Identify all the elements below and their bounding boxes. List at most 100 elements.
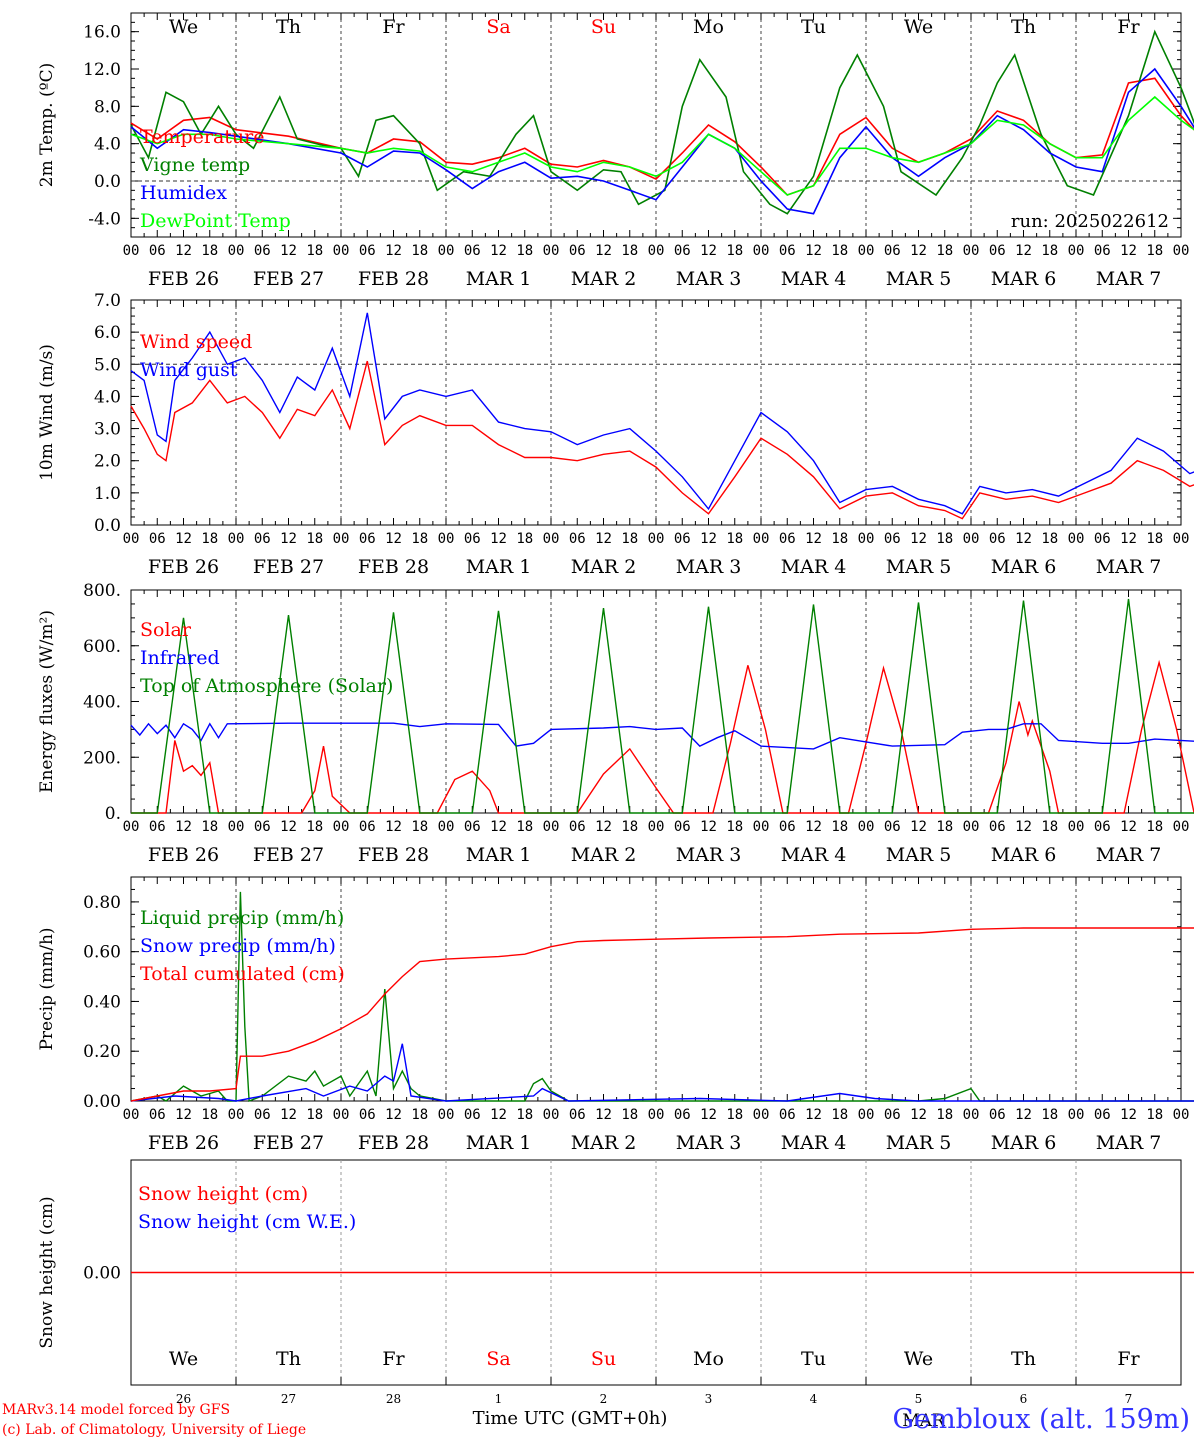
- hour-tick-label: 12: [700, 1107, 717, 1123]
- hour-tick-label: 06: [779, 819, 796, 835]
- series-line-1: [130, 891, 1194, 1102]
- day-of-week-label: Fr: [1117, 16, 1140, 38]
- hour-tick-label: 00: [228, 531, 245, 547]
- run-label: run: 2025022612: [1011, 211, 1169, 232]
- y-tick-label: 0.20: [83, 1042, 121, 1062]
- hour-tick-label: 00: [858, 531, 875, 547]
- hour-tick-label: 00: [1068, 531, 1085, 547]
- date-label: FEB 28: [358, 844, 429, 866]
- y-axis-title: 10m Wind (m/s): [37, 344, 57, 481]
- hour-tick-label: 18: [936, 819, 953, 835]
- date-label: MAR 1: [466, 1132, 532, 1154]
- y-tick-label: 0.40: [83, 992, 121, 1012]
- date-label: FEB 28: [358, 268, 429, 290]
- hour-tick-label: 18: [516, 819, 533, 835]
- hour-tick-label: 12: [1015, 819, 1032, 835]
- hour-tick-label: 06: [779, 531, 796, 547]
- hour-tick-label: 18: [306, 531, 323, 547]
- hour-tick-label: 06: [359, 1107, 376, 1123]
- day-number-label: 27: [281, 1392, 296, 1406]
- hour-tick-label: 18: [1041, 1107, 1058, 1123]
- hour-tick-label: 00: [123, 819, 140, 835]
- hour-tick-label: 12: [1120, 1107, 1137, 1123]
- date-label: MAR 4: [781, 268, 847, 290]
- hour-tick-label: 18: [201, 243, 218, 259]
- legend-entry: Snow precip (mm/h): [140, 935, 336, 957]
- hour-tick-label: 18: [726, 243, 743, 259]
- hour-tick-label: 18: [306, 243, 323, 259]
- hour-tick-label: 00: [438, 1107, 455, 1123]
- y-tick-label: 6.0: [94, 323, 121, 343]
- y-axis-title: Snow height (cm): [37, 1196, 57, 1348]
- date-label: MAR 7: [1096, 268, 1162, 290]
- hour-tick-label: 06: [149, 1107, 166, 1123]
- date-label: FEB 27: [253, 556, 324, 578]
- series-line-3: [130, 67, 1194, 215]
- day-of-week-label: Th: [276, 16, 301, 38]
- hour-tick-label: 12: [175, 819, 192, 835]
- legend-entry: Wind gust: [140, 359, 238, 381]
- hour-tick-label: 00: [1173, 243, 1190, 259]
- legend-entry: Infrared: [140, 647, 220, 669]
- chart-panel-5: We 26 Th 27 Fr 28 Sa 1 Su 2 Mo 3 Tu 4 We 5 Th 6 Fr 7 MAR 0.00…: [37, 1159, 1194, 1431]
- hour-tick-label: 00: [543, 531, 560, 547]
- y-tick-label: 8.0: [94, 97, 121, 117]
- hour-tick-label: 06: [674, 819, 691, 835]
- legend-entry: DewPoint Temp: [140, 210, 291, 232]
- hour-tick-label: 12: [805, 1107, 822, 1123]
- hour-tick-label: 12: [1015, 243, 1032, 259]
- hour-tick-label: 00: [1068, 1107, 1085, 1123]
- hour-tick-label: 12: [595, 819, 612, 835]
- hour-tick-label: 00: [333, 243, 350, 259]
- hour-tick-label: 18: [936, 531, 953, 547]
- hour-tick-label: 06: [989, 531, 1006, 547]
- hour-tick-label: 18: [1146, 819, 1163, 835]
- hour-tick-label: 18: [936, 1107, 953, 1123]
- date-label: MAR 1: [466, 844, 532, 866]
- legend-entry: Liquid precip (mm/h): [140, 907, 344, 929]
- hour-tick-label: 12: [280, 531, 297, 547]
- hour-tick-label: 00: [123, 531, 140, 547]
- hour-tick-label: 06: [884, 819, 901, 835]
- hour-tick-label: 06: [674, 1107, 691, 1123]
- hour-tick-label: 06: [254, 1107, 271, 1123]
- chart-panel-4: 00 06 12 18 FEB 26 00 06 12 18 FEB 27 00 06 12 18 FEB …: [37, 876, 1194, 1154]
- hour-tick-label: 12: [1120, 819, 1137, 835]
- hour-tick-label: 06: [254, 531, 271, 547]
- hour-tick-label: 12: [595, 531, 612, 547]
- series-line-3: [131, 598, 1194, 814]
- hour-tick-label: 06: [674, 531, 691, 547]
- hour-tick-label: 00: [1173, 819, 1190, 835]
- date-label: MAR 1: [466, 556, 532, 578]
- date-label: MAR 2: [571, 844, 637, 866]
- y-tick-label: 0.0: [94, 172, 121, 192]
- hour-tick-label: 12: [805, 531, 822, 547]
- date-label: MAR 2: [571, 1132, 637, 1154]
- hour-tick-label: 12: [490, 1107, 507, 1123]
- legend-entry: Snow height (cm): [138, 1183, 308, 1205]
- hour-tick-label: 00: [963, 1107, 980, 1123]
- hour-tick-label: 06: [1094, 243, 1111, 259]
- hour-tick-label: 00: [228, 243, 245, 259]
- hour-tick-label: 00: [333, 531, 350, 547]
- date-label: MAR 5: [886, 556, 952, 578]
- date-label: MAR 6: [991, 844, 1057, 866]
- hour-tick-label: 12: [910, 819, 927, 835]
- footer-credit-line: (c) Lab. of Climatology, University of L…: [2, 1422, 306, 1438]
- hour-tick-label: 12: [385, 243, 402, 259]
- legend-entry: Temperature: [140, 126, 264, 148]
- legend-entry: Snow height (cm W.E.): [138, 1211, 356, 1233]
- hour-tick-label: 12: [1120, 243, 1137, 259]
- hour-tick-label: 18: [831, 243, 848, 259]
- hour-tick-label: 00: [648, 1107, 665, 1123]
- day-number-label: 3: [705, 1392, 713, 1406]
- y-tick-label: -4.0: [88, 209, 121, 229]
- series-line-1: [130, 77, 1194, 196]
- hour-tick-label: 18: [201, 531, 218, 547]
- day-number-label: 1: [495, 1392, 503, 1406]
- hour-tick-label: 12: [175, 1107, 192, 1123]
- hour-tick-label: 00: [438, 819, 455, 835]
- y-tick-label: 0.0: [94, 516, 121, 536]
- date-label: MAR 2: [571, 268, 637, 290]
- day-of-week-label: Sa: [486, 1348, 510, 1370]
